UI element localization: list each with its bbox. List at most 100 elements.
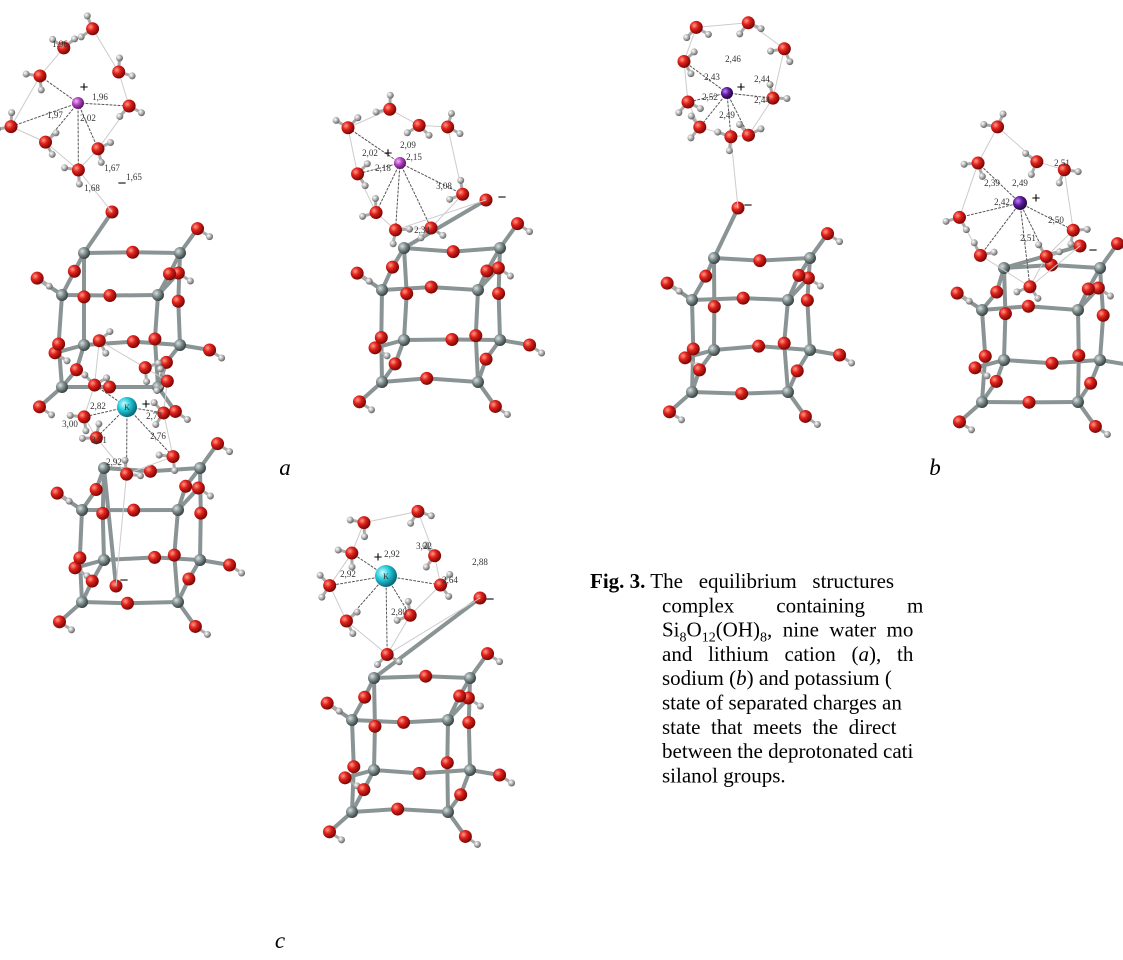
bond [1004,314,1005,360]
atom [736,121,743,128]
atom [394,617,401,624]
atom [708,344,720,356]
atom [174,339,186,351]
atom [721,87,733,99]
atom [81,371,88,378]
atom [351,167,364,180]
atom [445,593,452,600]
bond [200,513,201,560]
atom [76,504,88,516]
atom [34,69,47,82]
bond [374,678,375,726]
atom [129,72,136,79]
caption-segment: b [736,666,747,690]
bond [476,336,478,382]
atom [848,360,855,367]
atom [1023,396,1036,409]
atom [688,112,695,119]
atom [493,769,506,782]
atom [5,120,18,133]
atom [351,267,364,280]
caption-line: and lithium cation (a), th [662,642,914,666]
atom [33,400,46,413]
atom [84,12,91,19]
caption-line: Fig. 3. The equilibrium structures [590,569,894,593]
atom [953,211,966,224]
atom [477,702,484,709]
atom [1072,349,1085,362]
atom [172,596,184,608]
bond [784,343,788,392]
atom [441,120,454,133]
atom [407,520,414,527]
atom [336,708,343,715]
atom [79,435,86,442]
atom [976,396,988,408]
bond [374,726,375,770]
bond [404,294,407,340]
atom [68,626,75,633]
bond [731,137,738,208]
caption-segment: complex containing m [662,593,923,617]
atom [194,462,206,474]
bond [714,258,760,261]
atom [171,467,178,474]
contact [959,203,1020,217]
contact [1020,203,1030,287]
atom [428,549,441,562]
atom [354,608,361,615]
bond [84,252,133,253]
atom [791,364,804,377]
charge-minus: − [744,197,753,214]
atom [76,596,88,608]
atom [168,549,181,562]
distance-label: 2,34 [414,225,430,235]
bond [352,720,354,767]
atom [194,507,207,520]
atom [969,361,982,374]
atom [757,125,764,132]
distance-label: 2,49 [1012,178,1028,188]
atom [323,579,336,592]
atom [753,254,766,267]
atom [151,399,158,406]
atom [368,672,380,684]
contact [11,103,78,127]
atom [204,631,211,638]
atom [481,647,494,660]
charge-minus: − [498,189,507,206]
atom [191,222,204,235]
atom [72,97,84,109]
atom [687,134,694,141]
atom [127,504,140,517]
panel-letter: a [279,455,291,480]
atom [46,283,53,290]
atom [1035,241,1042,248]
atom [446,196,453,203]
atom [95,420,102,427]
atom [67,412,74,419]
atom [179,480,192,493]
atom [1075,168,1082,175]
atom [419,670,432,683]
bond [476,290,478,336]
atom [425,281,438,294]
atom [102,350,109,357]
atom [373,108,380,115]
atom [469,329,482,342]
distance-label: 2,80 [391,607,407,617]
atom [413,767,426,780]
atom [211,437,224,450]
bond [419,770,470,773]
atom [71,35,78,42]
bond [692,392,742,394]
atom [106,328,113,335]
atom [523,339,536,352]
atom [137,472,144,479]
charge-plus: + [374,549,383,566]
atom [103,289,116,302]
caption-segment: Fig. 3. [590,569,645,593]
distance-label: 1,96 [92,92,108,102]
atom [381,648,394,661]
atom [64,357,71,364]
